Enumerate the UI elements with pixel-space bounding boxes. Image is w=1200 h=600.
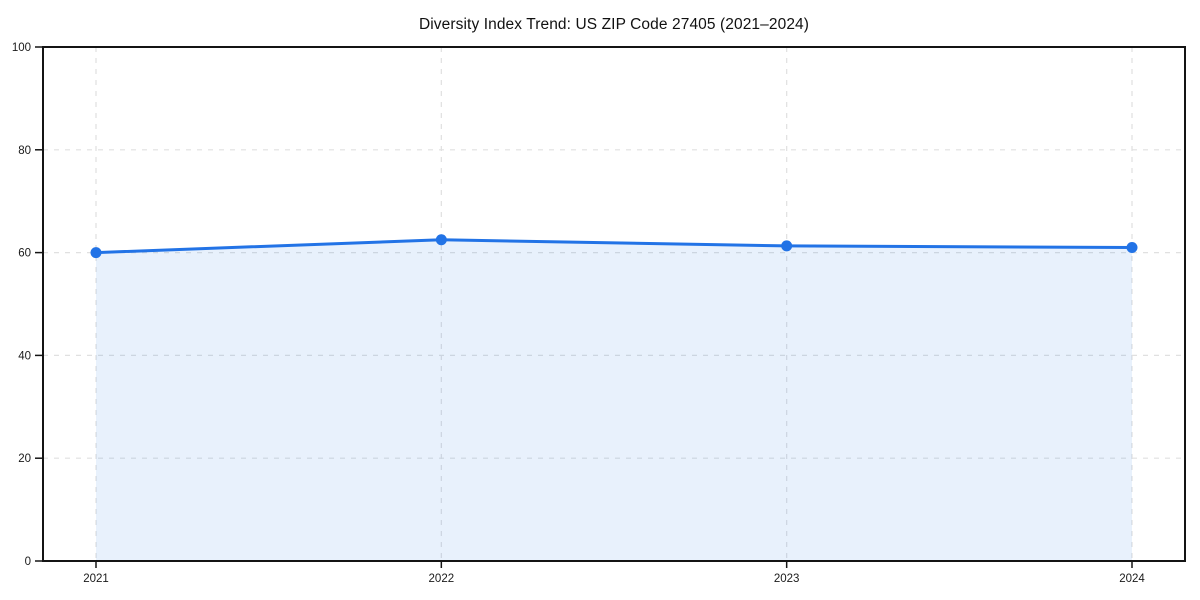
y-tick-label: 40 bbox=[18, 350, 31, 362]
x-tick-label: 2021 bbox=[83, 573, 109, 585]
data-point bbox=[435, 234, 447, 246]
y-tick-label: 60 bbox=[18, 248, 31, 260]
x-tick-label: 2023 bbox=[774, 573, 800, 585]
area-fill bbox=[96, 239, 1132, 561]
x-tick-label: 2024 bbox=[1119, 573, 1145, 585]
data-point bbox=[781, 240, 793, 252]
chart-title: Diversity Index Trend: US ZIP Code 27405… bbox=[418, 16, 810, 33]
data-point bbox=[1126, 241, 1138, 253]
y-tick-label: 20 bbox=[18, 453, 31, 465]
y-tick-label: 80 bbox=[18, 145, 31, 157]
y-tick-label: 0 bbox=[25, 556, 31, 568]
trend-line bbox=[94, 238, 1134, 255]
data-point bbox=[90, 247, 102, 259]
x-tick-label: 2022 bbox=[429, 573, 455, 585]
y-tick-label: 100 bbox=[12, 42, 31, 54]
plot-border bbox=[42, 46, 1186, 562]
